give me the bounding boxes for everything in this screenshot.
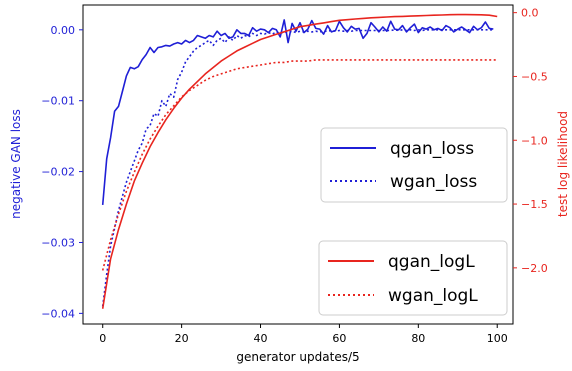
left-tick-label: −0.04 bbox=[41, 307, 75, 320]
x-axis: 0 20 40 60 80 100 bbox=[99, 324, 508, 345]
left-tick-label: −0.01 bbox=[41, 95, 75, 108]
series-line-qgan-logL bbox=[101, 13, 498, 309]
left-tick-label: −0.02 bbox=[41, 166, 75, 179]
x-tick-label: 100 bbox=[487, 332, 508, 345]
left-axis: 0.00 −0.01 −0.02 −0.03 −0.04 bbox=[41, 24, 83, 320]
x-tick-label: 40 bbox=[254, 332, 268, 345]
legend-qgan-logl-label: qgan_logL bbox=[388, 252, 475, 272]
right-tick-label: −1.5 bbox=[521, 198, 548, 211]
legend-loss: qgan_loss wgan_loss bbox=[320, 127, 508, 203]
x-tick-label: 0 bbox=[99, 332, 106, 345]
legend-wgan-loss-label: wgan_loss bbox=[390, 172, 477, 192]
series-layer bbox=[101, 13, 498, 309]
right-tick-label: −0.5 bbox=[521, 70, 548, 83]
x-tick-label: 60 bbox=[332, 332, 346, 345]
legend-logl: qgan_logL wgan_logL bbox=[318, 240, 508, 316]
x-tick-label: 20 bbox=[175, 332, 189, 345]
right-tick-label: −2.0 bbox=[521, 262, 548, 275]
plot-area-frame bbox=[82, 4, 514, 325]
left-y-axis-label: negative GAN loss bbox=[9, 109, 23, 219]
right-tick-label: −1.0 bbox=[521, 134, 548, 147]
series-line-wgan-loss bbox=[101, 28, 494, 307]
x-tick-label: 80 bbox=[411, 332, 425, 345]
right-axis: 0.0 −0.5 −1.0 −1.5 −2.0 bbox=[513, 7, 548, 275]
left-tick-label: 0.00 bbox=[51, 24, 76, 37]
series-line-wgan-logL bbox=[101, 59, 498, 271]
legend-wgan-logl-label: wgan_logL bbox=[388, 286, 478, 306]
x-axis-label: generator updates/5 bbox=[236, 350, 359, 364]
legend-loss-box bbox=[320, 127, 508, 203]
right-y-axis-label: test log likelihood bbox=[556, 111, 570, 217]
legend-qgan-loss-label: qgan_loss bbox=[390, 139, 474, 159]
legend-logl-box bbox=[318, 240, 508, 316]
right-tick-label: 0.0 bbox=[521, 7, 539, 20]
left-tick-label: −0.03 bbox=[41, 236, 75, 249]
